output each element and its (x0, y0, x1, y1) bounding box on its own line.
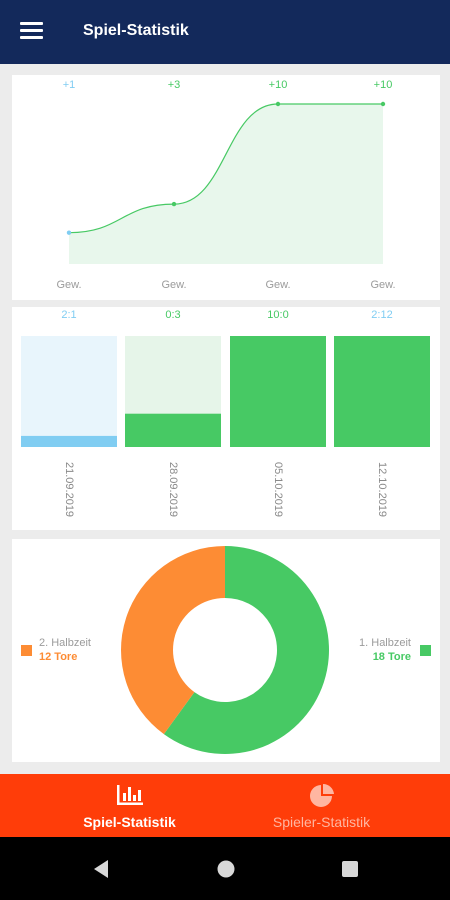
series-line (68, 103, 383, 234)
point-label: +3 (168, 79, 181, 91)
pie-slice (120, 546, 225, 735)
data-point (66, 230, 72, 235)
legend-label: 1. Halbzeit (359, 637, 411, 649)
x-tick-label: 21.09.2019 (63, 462, 75, 517)
bar-chart-card: 2:1 21.09.2019 0:3 28.09.2019 10:0 05.10.2019… (12, 307, 440, 530)
data-point (380, 101, 386, 107)
page-title: Spiel-Statistik (83, 22, 189, 39)
system-navigation-bar (0, 837, 450, 900)
bar (125, 413, 221, 447)
x-tick-label: Gew. (370, 279, 395, 291)
legend-swatch-orange (21, 645, 32, 656)
line-chart: +1 Gew. +3 Gew. +10 Gew. +10 Gew. (56, 79, 395, 291)
home-circle-icon[interactable] (216, 859, 236, 879)
bar (334, 336, 430, 447)
donut-chart (120, 546, 329, 754)
back-triangle-icon[interactable] (92, 859, 110, 879)
bar (21, 435, 117, 447)
bottom-navigation: Spiel-Statistik Spieler-Statistik (0, 774, 450, 837)
x-tick-label: Gew. (161, 279, 186, 291)
legend-value: 12 Tore (39, 651, 78, 663)
app-bar: Spiel-Statistik (0, 0, 450, 64)
score-label: 2:1 (61, 309, 76, 321)
score-label: 10:0 (267, 309, 288, 321)
hamburger-menu-icon[interactable] (20, 22, 44, 40)
pie-chart-icon (309, 783, 334, 807)
nav-item-spiel-statistik[interactable]: Spiel-Statistik (17, 774, 242, 837)
area-fill (69, 104, 383, 264)
legend-value: 18 Tore (372, 651, 411, 663)
nav-label: Spiel-Statistik (83, 814, 176, 830)
pie-slice (163, 546, 329, 754)
data-point (275, 101, 281, 107)
legend-swatch-green (420, 645, 431, 656)
nav-label: Spieler-Statistik (272, 814, 371, 830)
legend-label: 2. Halbzeit (39, 637, 91, 649)
point-label: +10 (269, 79, 288, 91)
bar-track (21, 336, 117, 447)
bar-chart: 2:1 21.09.2019 0:3 28.09.2019 10:0 05.10.2019… (21, 309, 430, 517)
x-tick-label: 28.09.2019 (167, 462, 179, 517)
point-label: +10 (374, 79, 393, 91)
x-tick-label: 05.10.2019 (272, 462, 284, 517)
point-label: +1 (63, 79, 76, 91)
nav-item-spieler-statistik[interactable]: Spieler-Statistik (209, 774, 434, 837)
x-tick-label: Gew. (265, 279, 290, 291)
bar-chart-icon (116, 785, 143, 805)
donut-chart-card: 2. Halbzeit 12 Tore 1. Halbzeit 18 Tore (12, 539, 440, 762)
recents-square-icon[interactable] (341, 860, 359, 878)
data-point (171, 201, 177, 207)
bar (230, 336, 326, 447)
line-chart-card: +1 Gew. +3 Gew. +10 Gew. +10 Gew. (12, 75, 440, 300)
score-label: 2:12 (371, 309, 392, 321)
score-label: 0:3 (165, 309, 180, 321)
x-tick-label: Gew. (56, 279, 81, 291)
x-tick-label: 12.10.2019 (376, 462, 388, 517)
